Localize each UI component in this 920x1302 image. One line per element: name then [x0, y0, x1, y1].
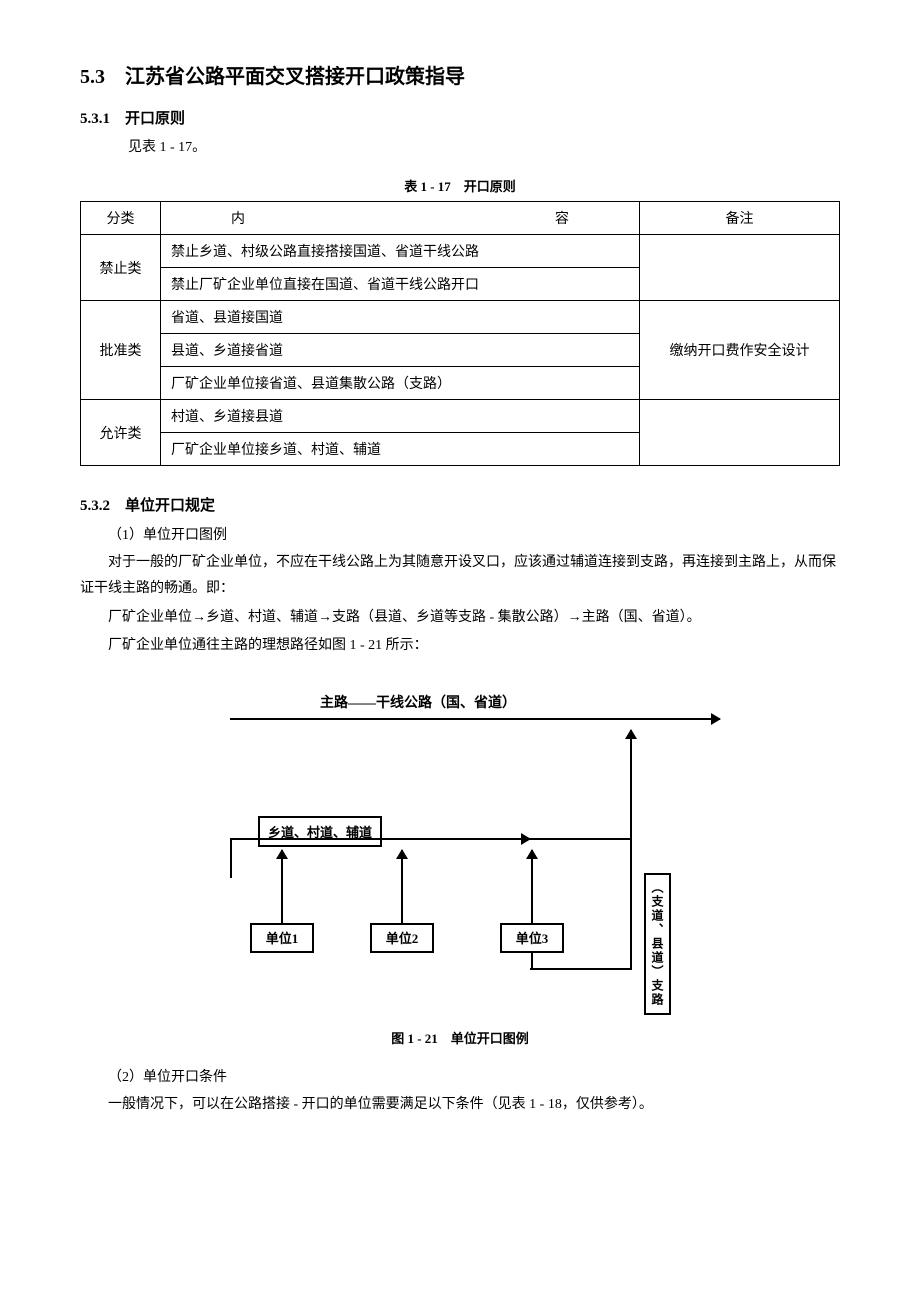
aux-road-left-stub	[230, 838, 232, 878]
table-header-row: 分类 内 容 备注	[81, 202, 840, 235]
unit-1-box: 单位1	[250, 923, 314, 953]
main-road-label: 主路——干线公路（国、省道）	[320, 692, 516, 712]
cell-category: 禁止类	[81, 235, 161, 301]
cell-content: 县道、乡道接省道	[161, 334, 640, 367]
diagram-canvas: 主路——干线公路（国、省道） （支道、县道）支路 乡道、村道、辅道 单位1 单位…	[180, 678, 740, 1018]
table-row: 禁止类 禁止乡道、村级公路直接搭接国道、省道干线公路	[81, 235, 840, 268]
branch-road-horizontal	[530, 968, 632, 970]
cell-category: 允许类	[81, 400, 161, 466]
unit-1-connector	[281, 850, 283, 923]
cell-remark	[640, 400, 840, 466]
cell-remark	[640, 235, 840, 301]
cell-content: 省道、县道接国道	[161, 301, 640, 334]
main-road-line	[230, 718, 720, 720]
th-category: 分类	[81, 202, 161, 235]
cell-category: 批准类	[81, 301, 161, 400]
subsection-number: 5.3.1	[80, 111, 110, 127]
paragraph: 一般情况下，可以在公路搭接 - 开口的单位需要满足以下条件（见表 1 - 18，…	[80, 1092, 840, 1119]
table-row: 批准类 省道、县道接国道 缴纳开口费作安全设计	[81, 301, 840, 334]
unit-3-down-connector	[531, 953, 533, 970]
paragraph: 对于一般的厂矿企业单位，不应在干线公路上为其随意开设叉口，应该通过辅道连接到支路…	[80, 550, 840, 603]
item-1-label: （1）单位开口图例	[80, 523, 840, 550]
subsection-title-text: 开口原则	[125, 111, 185, 127]
aux-road-line	[230, 838, 530, 840]
subsection-title-text: 单位开口规定	[125, 498, 215, 514]
section-title-text: 江苏省公路平面交叉搭接开口政策指导	[125, 66, 465, 88]
aux-to-branch-connector	[530, 838, 630, 840]
th-content-left: 内	[231, 208, 245, 228]
unit-3-box: 单位3	[500, 923, 564, 953]
unit-3-up-connector	[531, 850, 533, 923]
subsection-5-3-1-heading: 5.3.1 开口原则	[80, 107, 840, 128]
th-content: 内 容	[161, 202, 640, 235]
figure-1-21-caption: 图 1 - 21 单位开口图例	[80, 1028, 840, 1047]
branch-road-vertical	[630, 730, 632, 968]
subsection-number: 5.3.2	[80, 498, 110, 514]
subsection-5-3-2-heading: 5.3.2 单位开口规定	[80, 494, 840, 515]
table-row: 允许类 村道、乡道接县道	[81, 400, 840, 433]
table-1-17-caption: 表 1 - 17 开口原则	[80, 176, 840, 195]
cell-content: 村道、乡道接县道	[161, 400, 640, 433]
cell-content: 禁止厂矿企业单位直接在国道、省道干线公路开口	[161, 268, 640, 301]
figure-1-21: 主路——干线公路（国、省道） （支道、县道）支路 乡道、村道、辅道 单位1 单位…	[80, 678, 840, 1018]
section-number: 5.3	[80, 66, 105, 88]
item-2-label: （2）单位开口条件	[80, 1065, 840, 1092]
cell-content: 厂矿企业单位接省道、县道集散公路（支路）	[161, 367, 640, 400]
th-remark: 备注	[640, 202, 840, 235]
cell-remark: 缴纳开口费作安全设计	[640, 301, 840, 400]
unit-2-box: 单位2	[370, 923, 434, 953]
cell-content: 厂矿企业单位接乡道、村道、辅道	[161, 433, 640, 466]
th-content-right: 容	[555, 208, 569, 228]
paragraph: 厂矿企业单位通往主路的理想路径如图 1 - 21 所示：	[80, 633, 840, 660]
aux-road-box: 乡道、村道、辅道	[258, 816, 382, 847]
cell-content: 禁止乡道、村级公路直接搭接国道、省道干线公路	[161, 235, 640, 268]
unit-2-connector	[401, 850, 403, 923]
see-table-text: 见表 1 - 17。	[128, 136, 840, 156]
section-heading: 5.3 江苏省公路平面交叉搭接开口政策指导	[80, 60, 840, 89]
branch-road-label: （支道、县道）支路	[644, 873, 671, 1015]
table-1-17: 分类 内 容 备注 禁止类 禁止乡道、村级公路直接搭接国道、省道干线公路 禁止厂…	[80, 201, 840, 466]
paragraph: 厂矿企业单位→乡道、村道、辅道→支路（县道、乡道等支路 - 集散公路）→主路（国…	[80, 605, 840, 632]
